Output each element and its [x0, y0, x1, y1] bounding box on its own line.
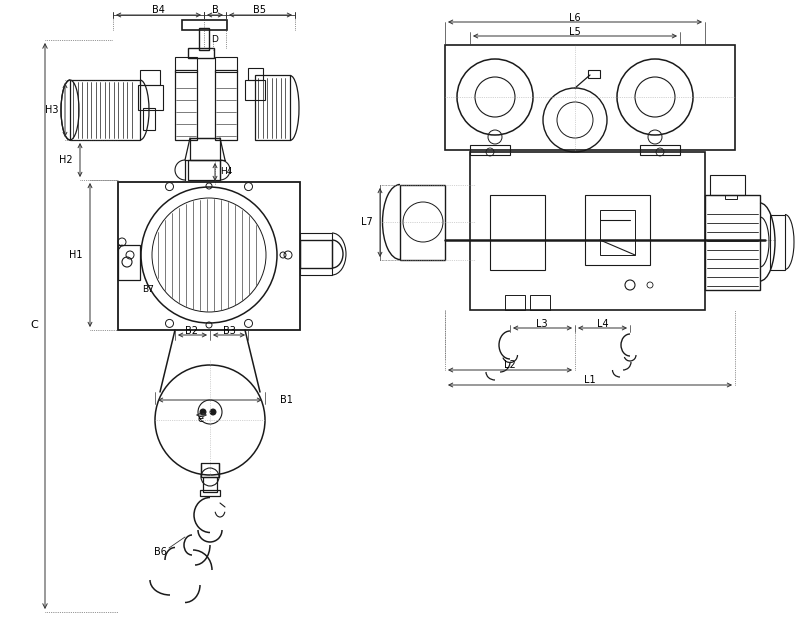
- Text: B6: B6: [154, 547, 166, 557]
- Bar: [140, 70, 160, 85]
- Bar: [470, 152, 705, 310]
- Bar: [600, 210, 635, 255]
- Bar: [400, 185, 445, 260]
- Text: e: e: [197, 414, 203, 424]
- Bar: [245, 80, 265, 100]
- Bar: [710, 175, 745, 195]
- Text: L1: L1: [584, 375, 596, 385]
- Bar: [470, 145, 510, 155]
- Bar: [215, 57, 237, 72]
- Bar: [490, 195, 545, 270]
- Bar: [215, 70, 237, 140]
- Bar: [118, 182, 300, 330]
- Text: B7: B7: [142, 285, 154, 294]
- Bar: [203, 477, 217, 492]
- Text: B5: B5: [254, 5, 266, 15]
- Text: L2: L2: [504, 360, 516, 370]
- Bar: [445, 45, 735, 150]
- Bar: [138, 85, 163, 110]
- Bar: [175, 57, 197, 72]
- Bar: [300, 240, 332, 268]
- Text: H3: H3: [45, 105, 58, 115]
- Bar: [199, 28, 209, 50]
- Text: B2: B2: [186, 326, 198, 336]
- Bar: [188, 48, 214, 58]
- Text: B4: B4: [151, 5, 165, 15]
- Text: L4: L4: [597, 319, 609, 329]
- Bar: [530, 295, 550, 310]
- Bar: [585, 195, 650, 265]
- Bar: [248, 68, 263, 80]
- Text: L7: L7: [362, 217, 373, 227]
- Bar: [70, 80, 140, 140]
- Bar: [118, 245, 140, 280]
- Bar: [705, 195, 760, 290]
- Bar: [505, 295, 525, 310]
- Bar: [201, 463, 219, 477]
- Bar: [640, 145, 680, 155]
- Bar: [190, 138, 220, 160]
- Circle shape: [210, 409, 216, 415]
- Text: D: D: [211, 35, 218, 45]
- Text: C: C: [30, 320, 38, 330]
- Text: H1: H1: [70, 250, 83, 260]
- Bar: [725, 195, 737, 199]
- Text: H2: H2: [59, 155, 73, 165]
- Bar: [175, 70, 197, 140]
- Bar: [143, 108, 155, 130]
- Text: B3: B3: [222, 326, 235, 336]
- Bar: [200, 490, 220, 496]
- Text: L3: L3: [536, 319, 548, 329]
- Bar: [770, 215, 785, 270]
- Text: L6: L6: [569, 13, 581, 23]
- Text: B1: B1: [280, 395, 293, 405]
- Bar: [182, 20, 227, 30]
- Text: H4: H4: [220, 168, 232, 177]
- Text: B: B: [212, 5, 218, 15]
- Circle shape: [200, 409, 206, 415]
- Text: L5: L5: [569, 27, 581, 37]
- Bar: [300, 233, 332, 275]
- Bar: [188, 160, 220, 180]
- Bar: [588, 70, 600, 78]
- Bar: [255, 75, 290, 140]
